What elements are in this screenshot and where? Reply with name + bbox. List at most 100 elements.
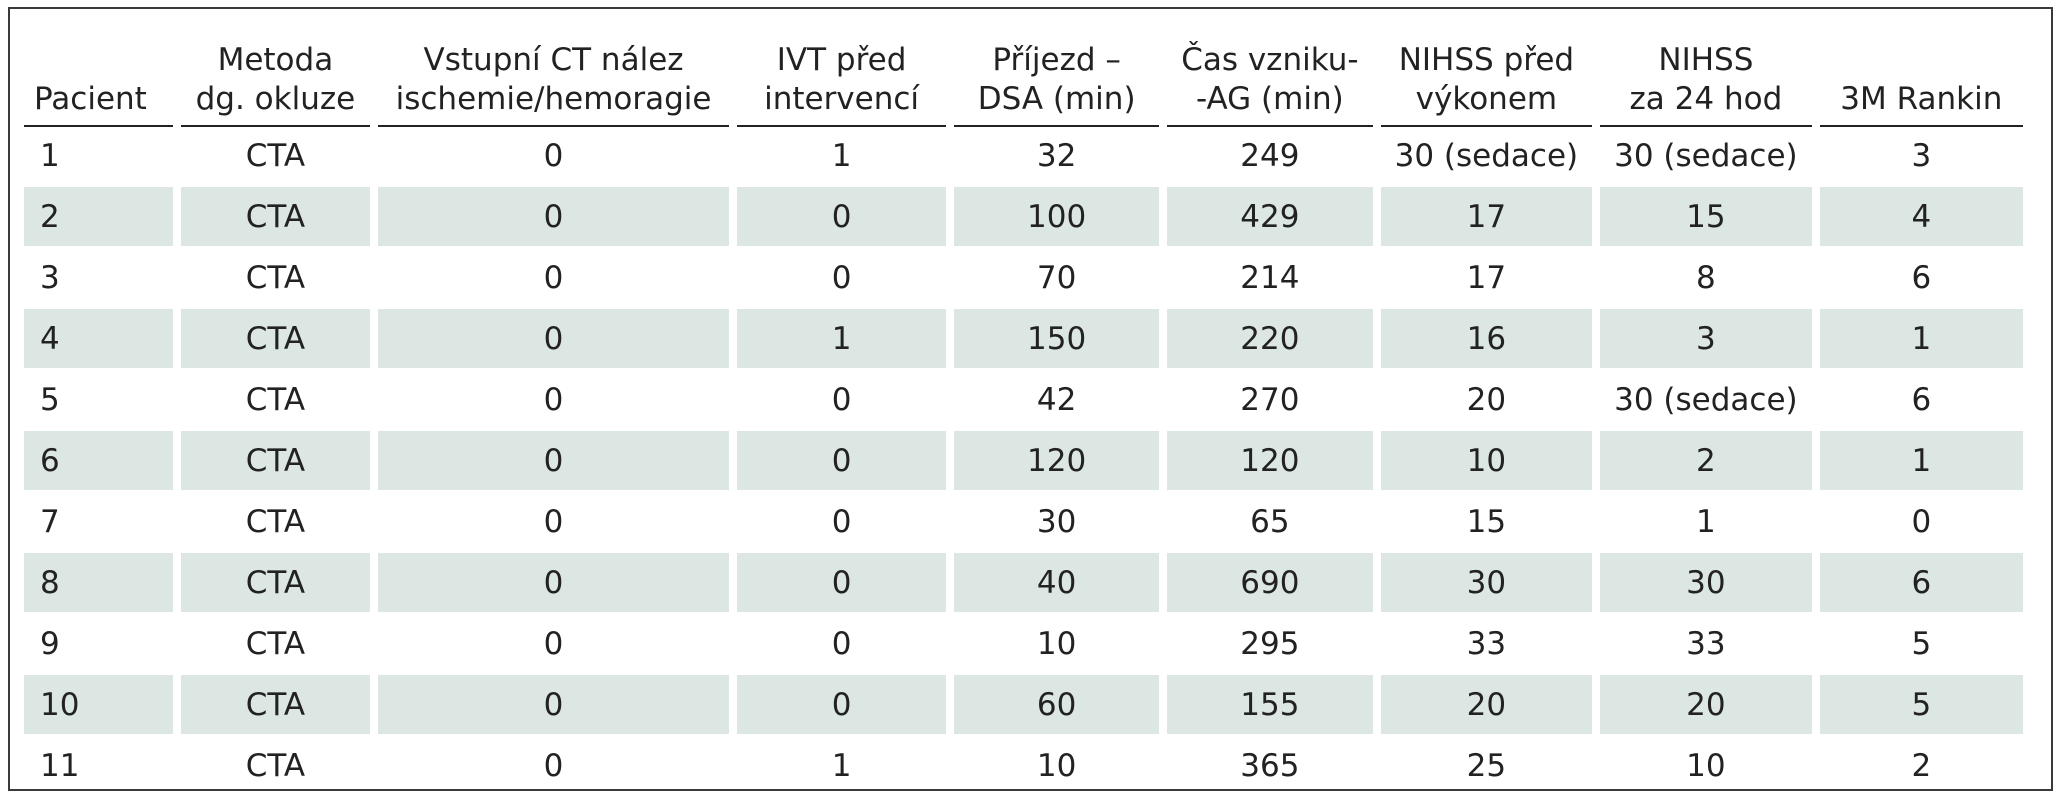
table-row: 11 CTA 0 1 10 365 25 10 2 xyxy=(24,736,2023,795)
table-cell: 0 xyxy=(736,429,947,492)
table-cell: 9 xyxy=(40,625,60,662)
table-cell: 15 xyxy=(1600,185,1812,248)
table-frame: Pacient Metoda dg. okluze Vstupní CT nále… xyxy=(8,7,2053,791)
table-cell: 1 xyxy=(1819,307,2023,370)
table-cell: 10 xyxy=(1380,429,1593,492)
table-cell: 0 xyxy=(831,381,852,418)
table-cell: 155 xyxy=(1167,673,1373,736)
table-cell: 6 xyxy=(1911,259,1932,296)
table-cell: CTA xyxy=(245,138,306,174)
header-row: Pacient Metoda dg. okluze Vstupní CT nále… xyxy=(24,33,2023,127)
table-cell: CTA xyxy=(245,747,306,784)
table-cell: 33 xyxy=(1466,625,1507,662)
table-cell: 2 xyxy=(1600,429,1812,492)
header-pacient: Pacient xyxy=(24,33,173,127)
table-cell: 1 xyxy=(736,307,947,370)
table-cell: 10 xyxy=(1686,747,1726,784)
table-cell: 10 xyxy=(1036,625,1077,662)
table-cell: 8 xyxy=(1696,259,1716,296)
table-row: 1 CTA 0 1 32 249 30 (sedace) 30 (sedace)… xyxy=(24,127,2023,185)
table-cell: 30 (sedace) xyxy=(1614,138,1798,174)
table-cell: 365 xyxy=(1240,747,1300,784)
table-cell: 120 xyxy=(1167,429,1373,492)
header-text: 3M Rankin xyxy=(1840,81,2003,117)
table-cell: 30 xyxy=(1380,551,1593,614)
table-cell: 0 xyxy=(378,429,729,492)
table-cell: 4 xyxy=(1819,185,2023,248)
table-cell: 1 xyxy=(1696,503,1716,540)
table-cell: 30 (sedace) xyxy=(1614,381,1798,418)
table-cell: 6 xyxy=(1911,381,1932,418)
table-cell: 120 xyxy=(954,429,1160,492)
header-prijezd: Příjezd – DSA (min) xyxy=(954,33,1160,127)
header-metoda: Metoda dg. okluze xyxy=(180,33,371,127)
table-cell: 6 xyxy=(24,429,173,492)
table-cell: 0 xyxy=(543,138,564,174)
table-row: 8 CTA 0 0 40 690 30 30 6 xyxy=(24,551,2023,614)
table-cell: CTA xyxy=(245,625,306,662)
header-text: NIHSS před xyxy=(1398,42,1575,78)
table-cell: 17 xyxy=(1466,259,1507,296)
table-cell: 2 xyxy=(1911,747,1932,784)
header-text: výkonem xyxy=(1415,81,1558,117)
header-text: DSA (min) xyxy=(977,81,1136,117)
table-cell: CTA xyxy=(180,673,371,736)
table-cell: 30 (sedace) xyxy=(1394,138,1579,174)
table-cell: 150 xyxy=(954,307,1160,370)
table-cell: 0 xyxy=(543,259,564,296)
table-row: 6 CTA 0 0 120 120 10 2 1 xyxy=(24,429,2023,492)
table-cell: 0 xyxy=(736,185,947,248)
table-cell: 0 xyxy=(378,551,729,614)
header-text: Pacient xyxy=(34,81,147,117)
table-cell: 220 xyxy=(1167,307,1373,370)
table-cell: 0 xyxy=(543,381,564,418)
table-cell: 0 xyxy=(543,503,564,540)
table-cell: 20 xyxy=(1600,673,1812,736)
header-text: Vstupní CT nález xyxy=(423,42,684,78)
table-cell: 5 xyxy=(40,381,60,418)
table-row: 3 CTA 0 0 70 214 17 8 6 xyxy=(24,248,2023,307)
table-cell: 1 xyxy=(831,747,852,784)
header-text: ischemie/hemoragie xyxy=(395,81,712,117)
header-text: intervencí xyxy=(764,81,920,117)
header-text: IVT před xyxy=(776,42,907,78)
table-cell: 3 xyxy=(40,259,60,296)
table-cell: 65 xyxy=(1250,503,1290,540)
table-cell: 33 xyxy=(1686,625,1726,662)
table-cell: 40 xyxy=(954,551,1160,614)
table-cell: 0 xyxy=(831,259,852,296)
table-cell: 4 xyxy=(24,307,173,370)
table-cell: 70 xyxy=(1036,259,1077,296)
table-cell: 0 xyxy=(543,625,564,662)
table-cell: 0 xyxy=(1911,503,1932,540)
table-cell: 3 xyxy=(1600,307,1812,370)
header-text: Příjezd – xyxy=(992,42,1121,78)
table-cell: 42 xyxy=(1036,381,1077,418)
table-cell: 10 xyxy=(24,673,173,736)
table-cell: 214 xyxy=(1240,259,1300,296)
patient-table: Pacient Metoda dg. okluze Vstupní CT nále… xyxy=(16,33,2031,795)
header-rankin: 3M Rankin xyxy=(1819,33,2023,127)
table-cell: 25 xyxy=(1466,747,1507,784)
table-cell: 0 xyxy=(831,625,852,662)
header-nihss-pred: NIHSS před výkonem xyxy=(1380,33,1593,127)
table-cell: 5 xyxy=(1819,673,2023,736)
table-cell: 20 xyxy=(1380,673,1593,736)
table-cell: 32 xyxy=(1036,138,1077,174)
table-cell: 30 xyxy=(1036,503,1077,540)
header-text: za 24 hod xyxy=(1629,81,1783,117)
table-row: 7 CTA 0 0 30 65 15 1 0 xyxy=(24,492,2023,551)
table-cell: 30 xyxy=(1600,551,1812,614)
table-cell: CTA xyxy=(245,381,306,418)
table-cell: 295 xyxy=(1240,625,1300,662)
table-row: 2 CTA 0 0 100 429 17 15 4 xyxy=(24,185,2023,248)
table-cell: 0 xyxy=(543,747,564,784)
table-cell: 20 xyxy=(1466,381,1507,418)
table-cell: 0 xyxy=(831,503,852,540)
table-cell: 3 xyxy=(1911,138,1932,174)
table-cell: 16 xyxy=(1380,307,1593,370)
table-row: 4 CTA 0 1 150 220 16 3 1 xyxy=(24,307,2023,370)
table-row: 5 CTA 0 0 42 270 20 30 (sedace) 6 xyxy=(24,370,2023,429)
table-cell: 17 xyxy=(1380,185,1593,248)
table-cell: 7 xyxy=(40,503,60,540)
